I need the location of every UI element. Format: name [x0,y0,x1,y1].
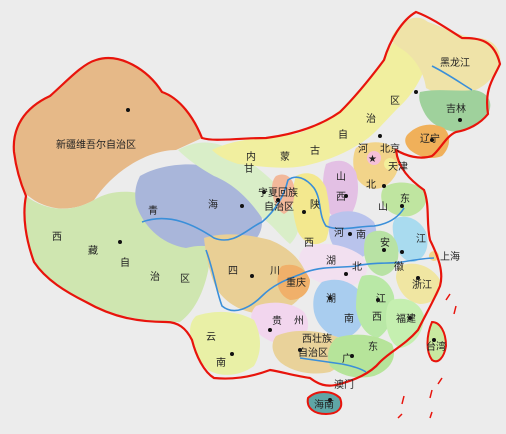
region-anhui [364,230,399,276]
region-heilongjiang [391,17,501,95]
label-xizang-4: 治 [150,270,160,283]
yangtze-river [205,249,435,312]
region-zhejiang [396,263,441,304]
label-guangxi-2: 自治区 [298,346,328,359]
label-shanghai: 上海 [440,250,460,263]
region-tianjin [384,158,396,170]
region-hainan [307,392,342,414]
region-xinjiang [13,58,202,209]
label-chongqing: 重庆 [286,276,306,289]
border-hainan [306,391,343,416]
label-taiwan: 台湾 [426,340,446,353]
region-shandong [381,182,427,217]
label-anhui-1: 安 [380,236,390,249]
label-henan-1: 河 [334,227,344,239]
label-xizang-2: 藏 [88,245,98,257]
label-hebei-1: 河 [358,143,368,155]
label-guizhou-1: 贵 [272,314,282,327]
label-guangdong-1: 广 [342,353,352,365]
label-qinghai-1: 青 [148,204,158,217]
label-neimenggu-3: 古 [310,144,320,157]
region-shaanxi [292,173,330,245]
label-xinjiang: 新疆维吾尔自治区 [56,138,136,151]
label-hunan-2: 南 [344,312,354,325]
region-guangdong [328,334,394,378]
region-shanxi [323,160,358,219]
label-shandong-1: 山 [378,201,388,213]
label-anhui-2: 徽 [394,260,404,273]
label-neimenggu-6: 区 [390,95,400,107]
label-gansu: 甘 [244,162,254,175]
label-macau: 澳门 [334,378,354,391]
region-hunan [313,279,366,338]
region-taiwan [427,322,446,362]
label-ningxia-1: 宁夏回族 [258,186,298,199]
region-guangxi [272,330,346,374]
label-hunan-1: 湖 [326,293,336,305]
label-zhejiang: 浙江 [412,279,432,291]
label-qinghai-2: 海 [208,198,218,211]
label-jilin: 吉林 [446,102,466,115]
label-ningxia-2: 自治区 [264,200,294,213]
label-neimenggu-5: 治 [366,112,376,125]
label-hebei-2: 北 [366,179,376,191]
label-jiangsu: 江 [416,233,426,245]
label-yunnan-1: 云 [206,332,216,343]
region-hebei [353,142,399,189]
region-gansu [178,142,299,244]
region-fujian [386,298,424,348]
capital-star-icon: ★ [368,154,377,165]
region-jiangxi [356,274,395,338]
label-henan-2: 南 [356,228,366,241]
label-tianjin: 天津 [388,161,408,173]
label-shaanxi-1: 陕 [310,198,320,211]
label-xizang-1: 西 [52,232,62,243]
label-jiangxi-2: 西 [372,312,382,323]
label-shandong-2: 东 [400,192,410,205]
rivers [141,65,473,373]
label-shaanxi-2: 西 [304,238,314,249]
provincial-capitals [118,90,462,402]
label-guizhou-2: 州 [294,315,304,327]
region-jilin [419,90,491,132]
label-xizang-5: 区 [180,273,190,285]
label-neimenggu-1: 内 [246,150,256,163]
label-neimenggu-4: 自 [338,128,348,141]
label-jiangxi-1: 江 [376,293,386,305]
label-liaoning: 辽宁 [420,132,440,145]
pearl-river [299,357,367,373]
region-qinghai [135,164,262,250]
label-guangdong-2: 东 [368,340,378,353]
region-beijing [367,151,381,165]
label-guangxi-1: 西壮族 [302,332,332,345]
label-xizang-3: 自 [120,256,130,269]
region-hubei [299,243,367,287]
border-taiwan [426,320,448,363]
label-heilongjiang: 黑龙江 [440,56,470,69]
heilongjiang-river [431,65,473,91]
label-shanxi-1: 山 [336,171,346,183]
label-fujian: 福建 [396,312,416,325]
label-yunnan-2: 南 [216,356,226,369]
label-sichuan-2: 川 [270,266,280,277]
region-yunnan [190,311,260,375]
label-beijing: 北京 [380,142,400,155]
yellow-river [141,176,405,241]
label-shanxi-2: 西 [336,192,346,203]
label-hubei-1: 湖 [326,255,336,267]
national-border [12,10,502,387]
label-sichuan-1: 四 [228,266,238,277]
label-hainan: 海南 [314,398,334,411]
label-hubei-2: 北 [352,261,362,273]
label-neimenggu-2: 蒙 [280,150,290,163]
sea-boundary-dashes [397,293,457,419]
